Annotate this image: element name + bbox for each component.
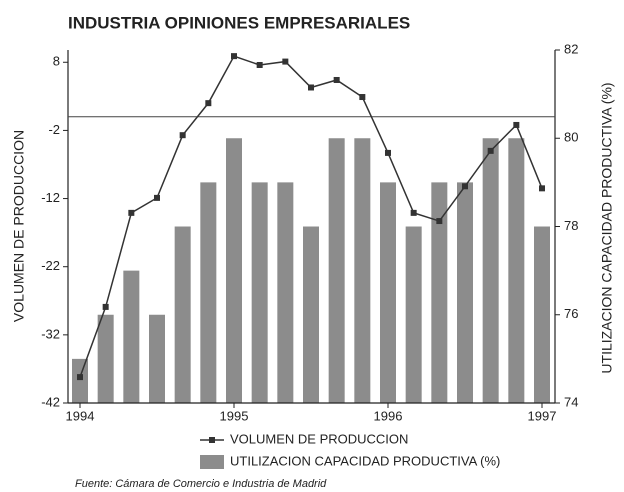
line-marker bbox=[231, 53, 237, 60]
y2-tick-label: 78 bbox=[564, 218, 578, 233]
legend-swatch bbox=[209, 437, 215, 443]
y2-tick-label: 76 bbox=[564, 306, 578, 321]
bar bbox=[97, 314, 114, 403]
line-marker bbox=[333, 76, 340, 83]
line-marker bbox=[385, 149, 391, 156]
bar bbox=[251, 182, 268, 403]
x-tick-label: 1994 bbox=[66, 408, 95, 423]
y-tick-label: -2 bbox=[48, 122, 60, 137]
source: Fuente: Cámara de Comercio e Industria d… bbox=[75, 478, 327, 490]
y2-tick-label: 82 bbox=[564, 41, 578, 56]
bar bbox=[354, 138, 371, 403]
legend-label: UTILIZACION CAPACIDAD PRODUCTIVA (%) bbox=[230, 453, 500, 468]
line-marker bbox=[436, 218, 443, 225]
line-marker bbox=[410, 209, 417, 216]
y2-axis-title: UTILIZACION CAPACIDAD PRODUCTIVA (%) bbox=[599, 82, 615, 373]
bar bbox=[328, 138, 345, 403]
line-marker bbox=[179, 132, 186, 139]
bar bbox=[123, 270, 140, 403]
y-axis-title: VOLUMEN DE PRODUCCION bbox=[11, 130, 27, 322]
bar bbox=[174, 226, 191, 403]
y-tick-label: -32 bbox=[41, 326, 60, 341]
x-tick-label: 1995 bbox=[220, 408, 249, 423]
bar bbox=[277, 182, 294, 403]
bar bbox=[380, 182, 396, 403]
bar bbox=[508, 138, 525, 403]
legend-swatch bbox=[200, 455, 224, 469]
line-marker bbox=[513, 121, 520, 128]
y2-tick-label: 74 bbox=[564, 394, 578, 409]
y-tick-label: -42 bbox=[41, 394, 60, 409]
line-marker bbox=[487, 147, 494, 154]
y-tick-label: 8 bbox=[53, 54, 60, 69]
line-marker bbox=[462, 183, 468, 190]
bar bbox=[72, 358, 88, 403]
bar bbox=[482, 138, 499, 403]
legend-label: VOLUMEN DE PRODUCCION bbox=[230, 431, 408, 446]
line-marker bbox=[256, 61, 263, 68]
bar bbox=[226, 138, 242, 403]
line-marker bbox=[102, 303, 109, 310]
line-marker bbox=[128, 209, 135, 216]
bar bbox=[405, 226, 422, 403]
chart-title: INDUSTRIA OPINIONES EMPRESARIALES bbox=[68, 13, 410, 32]
line-marker bbox=[154, 194, 160, 201]
x-tick-label: 1997 bbox=[528, 408, 557, 423]
line-marker bbox=[308, 84, 314, 91]
bar bbox=[149, 314, 165, 403]
y-tick-label: -12 bbox=[41, 190, 60, 205]
bar bbox=[534, 226, 550, 403]
line-marker bbox=[359, 94, 366, 101]
line-marker bbox=[77, 374, 83, 381]
bar bbox=[457, 182, 473, 403]
line-marker bbox=[205, 100, 212, 107]
x-tick-label: 1996 bbox=[374, 408, 403, 423]
bar bbox=[303, 226, 319, 403]
y-tick-label: -22 bbox=[41, 258, 60, 273]
line-marker bbox=[282, 58, 289, 65]
bar bbox=[200, 182, 217, 403]
bar bbox=[431, 182, 448, 403]
line-marker bbox=[539, 185, 545, 192]
y2-tick-label: 80 bbox=[564, 130, 578, 145]
